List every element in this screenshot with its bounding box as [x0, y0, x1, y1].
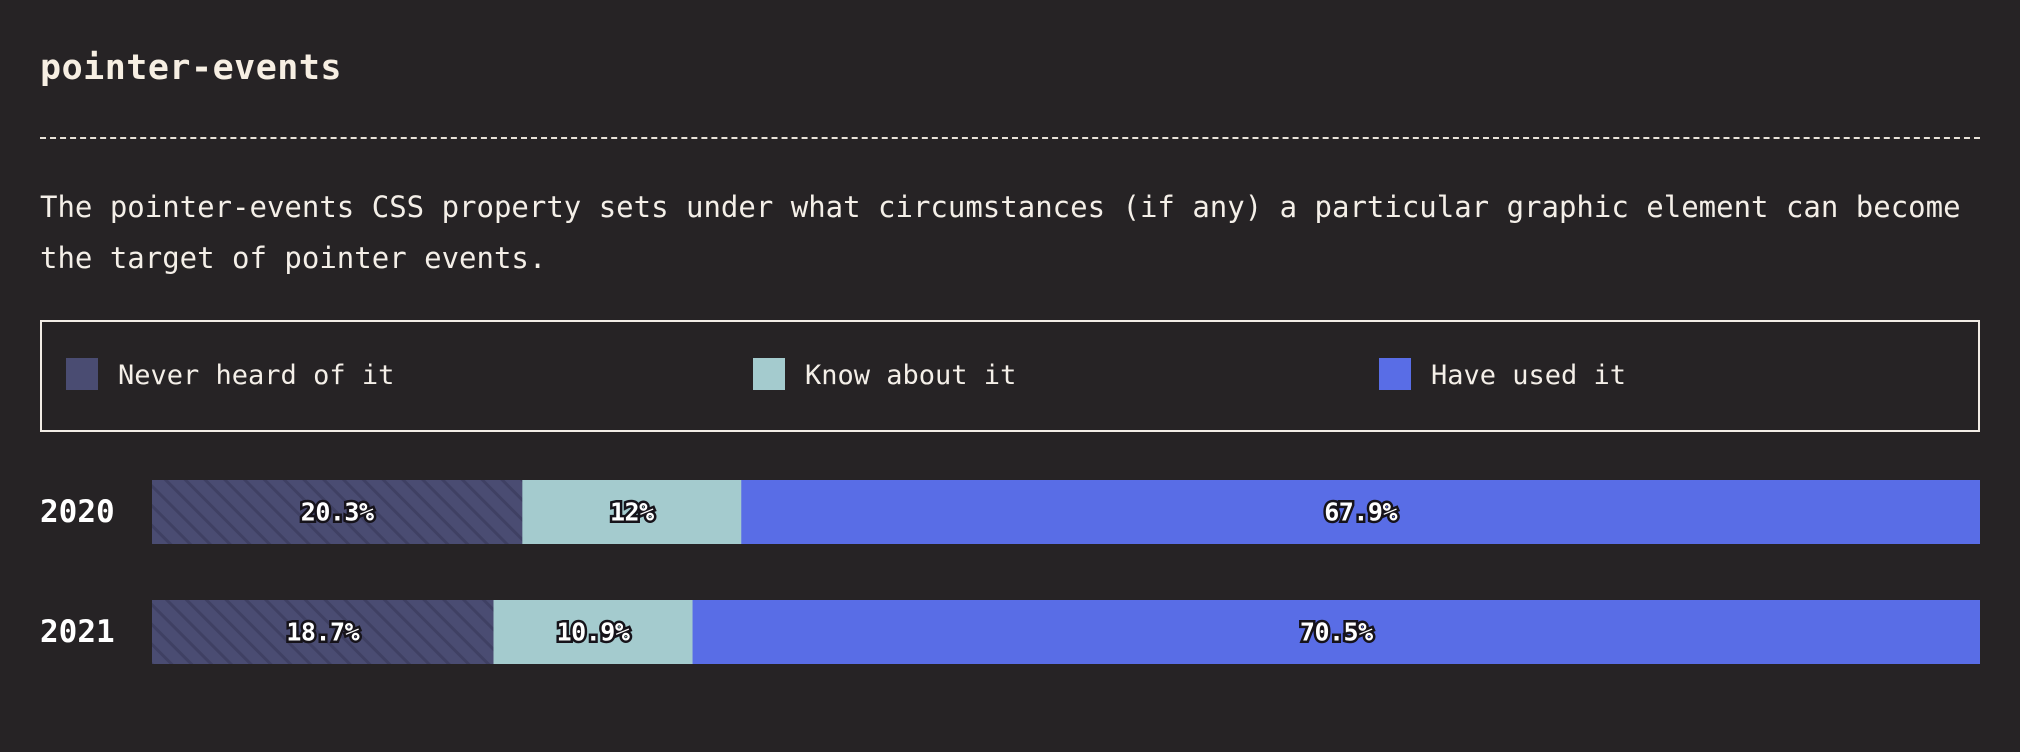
legend-swatch-never-heard: [66, 358, 98, 390]
bar-segment-2021-never-heard-of-it[interactable]: [152, 600, 494, 664]
bar-value-label-2020-1: 20.3%: [301, 498, 374, 527]
bar-value-label-2021-1: 18.7%: [286, 618, 359, 647]
bar-segment-2021-know-about-it[interactable]: [493, 600, 694, 664]
legend-swatch-have-used: [1379, 358, 1411, 390]
legend: Never heard of it Know about it Have use…: [40, 320, 1980, 432]
legend-label: Know about it: [805, 360, 1017, 391]
bar-segment-2020-have-used-it[interactable]: [741, 480, 1980, 544]
bar-segment-2021-have-used-it[interactable]: [692, 600, 1980, 664]
bar-value-label-2021-2: 10.9%: [557, 618, 630, 647]
legend-item-know-about[interactable]: Know about it: [753, 358, 1017, 391]
bar-segment-2020-never-heard-of-it[interactable]: [152, 480, 523, 544]
chart-description: The pointer-events CSS property sets und…: [40, 190, 1961, 275]
bar-value-label-2020-3: 67.9%: [1324, 498, 1397, 527]
stacked-bar-chart: 2020 20.3% 12% 67.9% 2021 18.7% 10.9% 70.5%: [40, 480, 1980, 664]
divider: [40, 137, 1980, 139]
year-label-2021: 2021: [40, 614, 115, 650]
legend-swatch-know-about: [753, 358, 785, 390]
bar-segment-2020-know-about-it[interactable]: [522, 480, 742, 544]
bar-value-label-2021-3: 70.5%: [1300, 618, 1373, 647]
legend-label: Have used it: [1431, 360, 1627, 391]
chart-title: pointer-events: [40, 48, 343, 88]
legend-item-have-used[interactable]: Have used it: [1379, 358, 1627, 391]
bar-value-label-2020-2: 12%: [610, 498, 654, 527]
legend-item-never-heard[interactable]: Never heard of it: [66, 358, 395, 391]
year-label-2020: 2020: [40, 494, 115, 530]
legend-label: Never heard of it: [118, 360, 395, 391]
